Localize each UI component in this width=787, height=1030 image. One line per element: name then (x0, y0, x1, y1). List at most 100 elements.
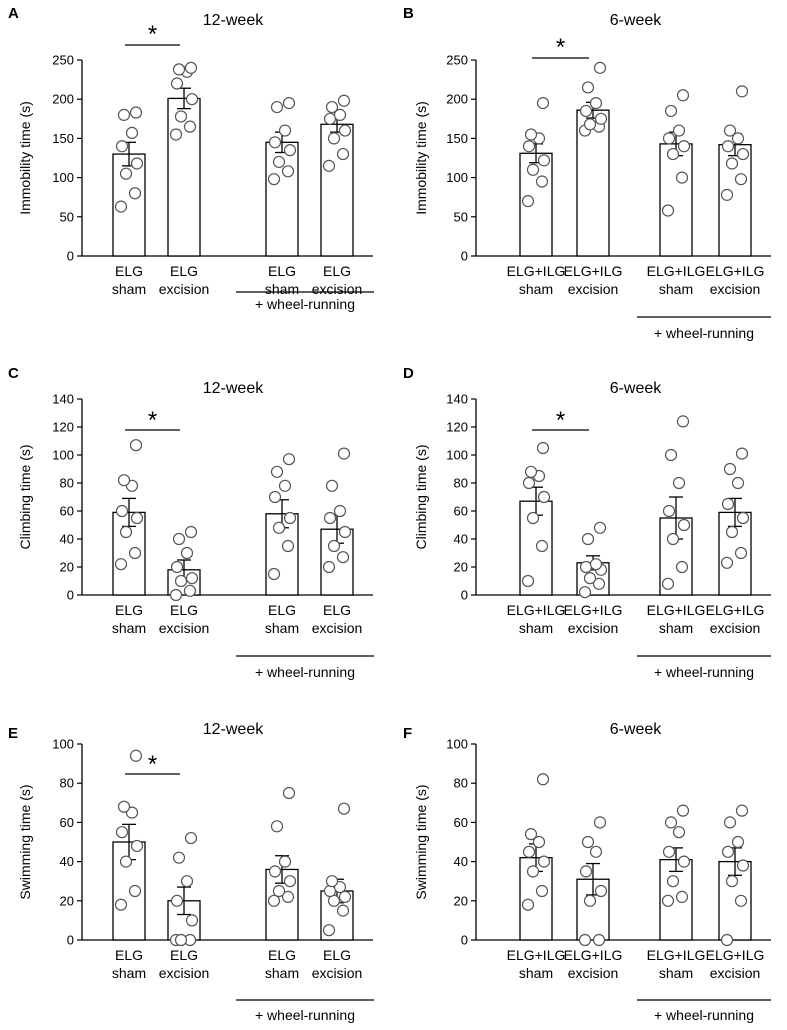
data-point (735, 85, 749, 98)
y-tick-label: 120 (52, 420, 74, 435)
data-point (672, 476, 686, 490)
y-axis-label: Climbing time (s) (17, 444, 33, 549)
data-point (666, 532, 680, 546)
category-label: sham (112, 965, 146, 981)
data-point (119, 525, 133, 539)
panel-b: B 6-week 0 50 100 150 200 250 Immobility time (s… (403, 5, 771, 341)
y-tick-label: 100 (52, 737, 74, 752)
data-point (521, 898, 535, 911)
data-point (327, 132, 341, 145)
data-point (536, 441, 550, 455)
data-point (183, 584, 197, 597)
data-point (734, 894, 748, 907)
data-point (593, 816, 607, 829)
data-point (281, 890, 295, 903)
data-point (117, 474, 131, 487)
data-point (522, 845, 536, 858)
data-point (333, 880, 347, 894)
panel-a: A 12-week 0 50 100 150 200 250 Immobility time (… (8, 5, 374, 312)
data-point (115, 140, 129, 153)
data-point (578, 933, 592, 947)
category-label: ELG (323, 602, 351, 618)
data-point (272, 884, 286, 898)
data-point (521, 574, 535, 588)
data-point (169, 128, 183, 141)
data-point (129, 439, 143, 452)
panel-title: 12-week (203, 721, 264, 738)
data-point (592, 577, 606, 590)
data-point (526, 163, 540, 176)
data-point (338, 525, 352, 539)
data-point (661, 204, 675, 217)
data-point (661, 894, 675, 907)
data-point (524, 828, 538, 841)
data-point (172, 532, 186, 546)
data-point (524, 465, 538, 478)
y-tick-label: 0 (461, 588, 468, 603)
category-label: ELG+ILG (647, 947, 706, 963)
panel-letter: D (403, 365, 414, 382)
y-tick-label: 120 (446, 420, 468, 435)
y-tick-label: 60 (454, 815, 468, 830)
data-point (526, 511, 540, 525)
data-point (589, 97, 603, 110)
data-point (721, 845, 735, 858)
data-point (536, 773, 550, 786)
data-point (282, 97, 296, 110)
panel-letter: B (403, 5, 414, 22)
data-point (115, 504, 129, 518)
y-tick-label: 20 (60, 893, 74, 908)
data-point (125, 126, 139, 140)
data-point (170, 894, 184, 907)
data-point (172, 851, 186, 864)
category-label: excision (710, 965, 761, 981)
y-tick-label: 80 (454, 476, 468, 491)
data-point (268, 490, 282, 504)
panel-title: 6-week (610, 380, 663, 397)
bar (576, 109, 610, 257)
panel-title: 12-week (203, 380, 264, 397)
data-point (677, 855, 691, 868)
data-point (283, 875, 297, 888)
panel-title: 6-week (610, 12, 663, 29)
category-label: sham (112, 620, 146, 636)
significance-star: * (556, 407, 565, 434)
data-point (278, 124, 292, 137)
data-point (183, 120, 197, 133)
category-label: sham (659, 281, 693, 297)
panel-letter: F (403, 725, 412, 742)
panel-f: F 6-week 0 20 40 60 80 100 Swimming time (s) ELG+… (403, 721, 771, 1023)
data-point (174, 933, 188, 947)
category-label: excision (159, 281, 210, 297)
category-label: excision (568, 620, 619, 636)
category-label: excision (159, 965, 210, 981)
bar (659, 143, 693, 257)
data-point (185, 914, 199, 927)
data-point (532, 835, 546, 849)
data-point (578, 586, 592, 599)
y-tick-label: 20 (454, 893, 468, 908)
y-tick-label: 50 (454, 209, 468, 224)
y-axis-label: Climbing time (s) (413, 444, 429, 549)
data-point (270, 100, 284, 114)
data-point (128, 884, 142, 898)
panel-letter: E (8, 725, 18, 742)
data-point (185, 93, 199, 106)
category-label: excision (568, 965, 619, 981)
category-label: sham (519, 620, 553, 636)
category-label: ELG (170, 263, 198, 279)
data-point (268, 865, 282, 878)
data-point (323, 112, 337, 125)
data-point (677, 518, 691, 532)
data-point (172, 63, 186, 76)
category-label: ELG+ILG (647, 602, 706, 618)
bar (320, 123, 354, 257)
y-tick-label: 200 (52, 92, 74, 107)
data-point (672, 826, 686, 839)
data-point (278, 855, 292, 868)
data-point (114, 558, 128, 571)
category-label: sham (265, 620, 299, 636)
group-label: + wheel-running (654, 1007, 754, 1023)
y-tick-label: 100 (52, 170, 74, 185)
data-point (130, 511, 144, 525)
